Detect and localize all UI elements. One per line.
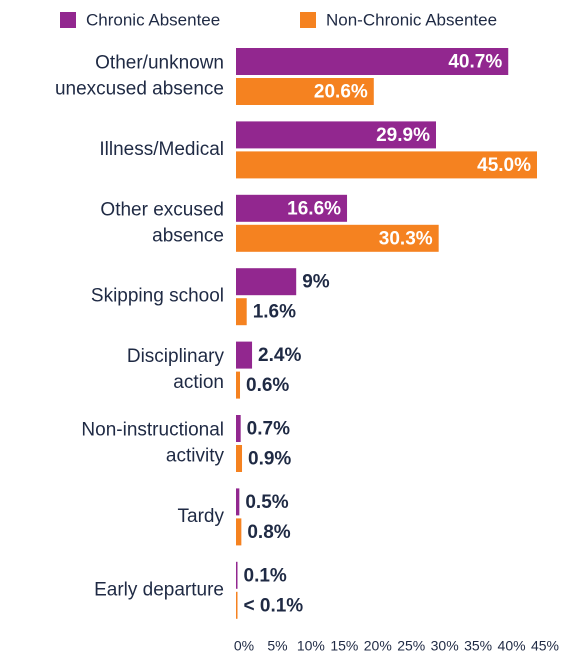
category-label: Other excused <box>100 199 224 220</box>
value-label: 0.6% <box>246 375 289 396</box>
value-label: 0.5% <box>245 492 288 513</box>
x-tick-label: 5% <box>267 638 287 654</box>
category-label: absence <box>152 225 224 246</box>
category-label: Disciplinary <box>127 346 225 367</box>
x-tick-label: 10% <box>297 638 325 654</box>
value-label: 16.6% <box>287 198 341 219</box>
bar <box>236 268 297 296</box>
bar <box>236 298 247 326</box>
value-label: 1.6% <box>253 302 296 323</box>
category-label: Non-instructional <box>81 420 224 441</box>
x-tick-label: 45% <box>531 638 559 654</box>
bar <box>236 445 243 472</box>
legend-label: Non-Chronic Absentee <box>326 10 497 29</box>
bar <box>236 78 374 105</box>
x-tick-label: 30% <box>431 638 459 654</box>
value-label: 2.4% <box>258 345 301 366</box>
bar <box>236 488 240 516</box>
legend-swatch <box>300 12 316 28</box>
value-label: 0.8% <box>247 522 290 543</box>
x-tick-label: 0% <box>234 638 254 654</box>
bar <box>236 151 537 179</box>
bar <box>236 341 253 369</box>
bar <box>236 591 238 619</box>
bar <box>236 561 238 589</box>
category-label: Skipping school <box>91 286 224 307</box>
bar <box>236 371 241 399</box>
category-label: Other/unknown <box>95 53 224 74</box>
bar <box>236 194 348 222</box>
value-label: 0.7% <box>247 419 290 440</box>
value-label: 30.3% <box>379 228 433 249</box>
value-label: 45.0% <box>477 155 531 176</box>
x-tick-label: 20% <box>364 638 392 654</box>
legend-label: Chronic Absentee <box>86 10 220 29</box>
value-label: 20.6% <box>314 82 368 103</box>
category-label: unexcused absence <box>55 79 224 100</box>
legend-swatch <box>60 12 76 28</box>
bar <box>236 121 436 149</box>
x-tick-label: 15% <box>330 638 358 654</box>
value-label: < 0.1% <box>244 595 304 616</box>
x-tick-label: 25% <box>397 638 425 654</box>
category-label: Tardy <box>178 506 225 527</box>
category-label: Early departure <box>94 579 224 600</box>
bar <box>236 415 241 442</box>
value-label: 9% <box>302 272 330 293</box>
value-label: 0.1% <box>244 565 287 586</box>
bar <box>236 224 439 252</box>
value-label: 40.7% <box>448 52 502 73</box>
category-label: activity <box>166 446 225 467</box>
value-label: 0.9% <box>248 449 291 470</box>
value-label: 29.9% <box>376 125 430 146</box>
x-tick-label: 35% <box>464 638 492 654</box>
category-label: Illness/Medical <box>99 139 224 160</box>
bar <box>236 48 509 75</box>
category-label: action <box>173 372 224 393</box>
x-tick-label: 40% <box>498 638 526 654</box>
bar <box>236 518 242 546</box>
